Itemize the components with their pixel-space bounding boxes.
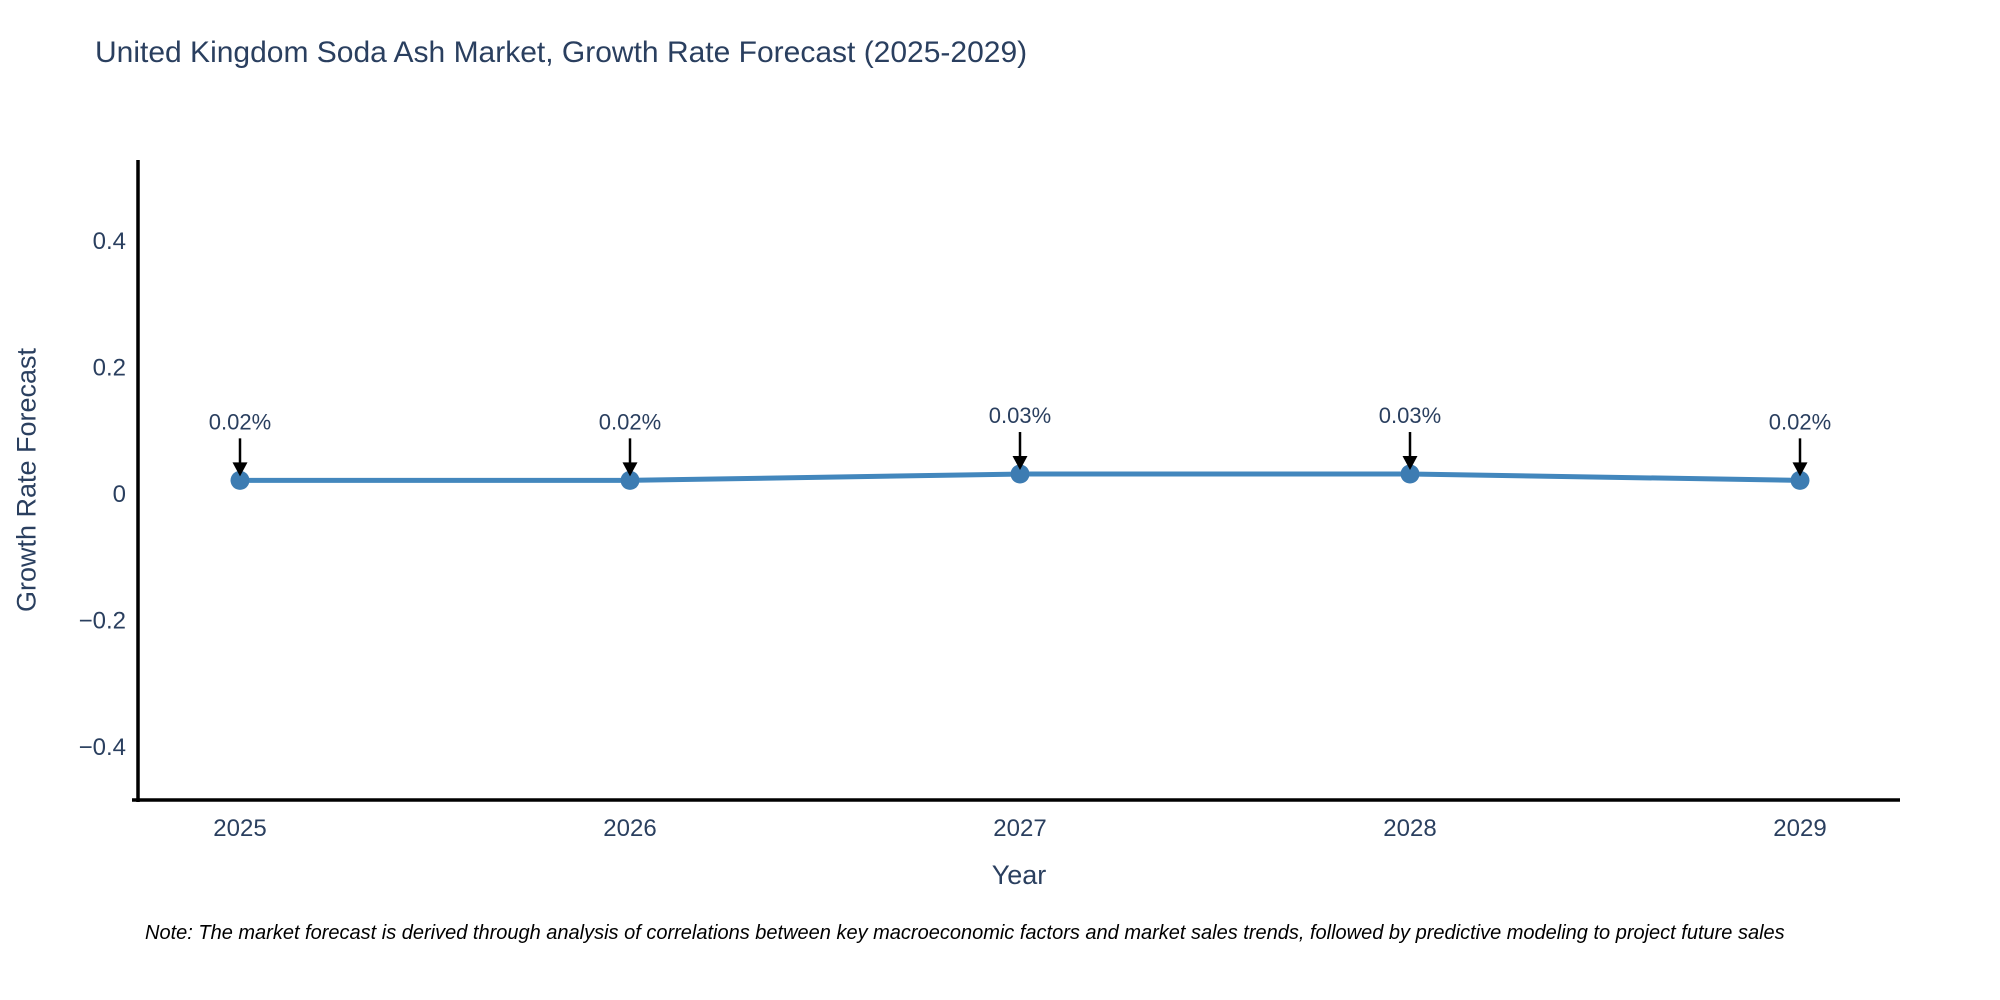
footnote: Note: The market forecast is derived thr… — [145, 922, 1785, 944]
y-tick-label: 0.4 — [93, 228, 126, 255]
x-tick-label: 2029 — [1773, 815, 1826, 842]
point-label: 0.03% — [989, 403, 1051, 428]
annotation-arrow-head — [1402, 456, 1418, 471]
data-point-2028[interactable] — [1400, 464, 1420, 484]
point-label: 0.02% — [599, 409, 661, 434]
x-tick-label: 2025 — [213, 815, 266, 842]
y-tick-label: 0 — [113, 481, 126, 508]
x-tick-label: 2028 — [1383, 815, 1436, 842]
data-point-2026[interactable] — [620, 470, 640, 490]
y-tick-label: −0.2 — [79, 608, 126, 635]
x-tick-label: 2027 — [993, 815, 1046, 842]
annotation-arrow-head — [1012, 456, 1028, 471]
data-point-2025[interactable] — [230, 470, 250, 490]
data-point-2029[interactable] — [1790, 470, 1810, 490]
chart-title: United Kingdom Soda Ash Market, Growth R… — [95, 36, 1028, 69]
data-point-2027[interactable] — [1010, 464, 1030, 484]
y-axis-title: Growth Rate Forecast — [11, 347, 42, 613]
y-tick-label: 0.2 — [93, 355, 126, 382]
point-label: 0.02% — [1769, 409, 1831, 434]
annotation-arrow-head — [622, 462, 638, 477]
x-tick-label: 2026 — [603, 815, 656, 842]
annotation-arrow-head — [1792, 462, 1808, 477]
point-label: 0.02% — [209, 409, 271, 434]
annotation-arrow-head — [232, 462, 248, 477]
point-label: 0.03% — [1379, 403, 1441, 428]
y-tick-label: −0.4 — [79, 734, 126, 761]
x-axis-title: Year — [991, 860, 1047, 890]
